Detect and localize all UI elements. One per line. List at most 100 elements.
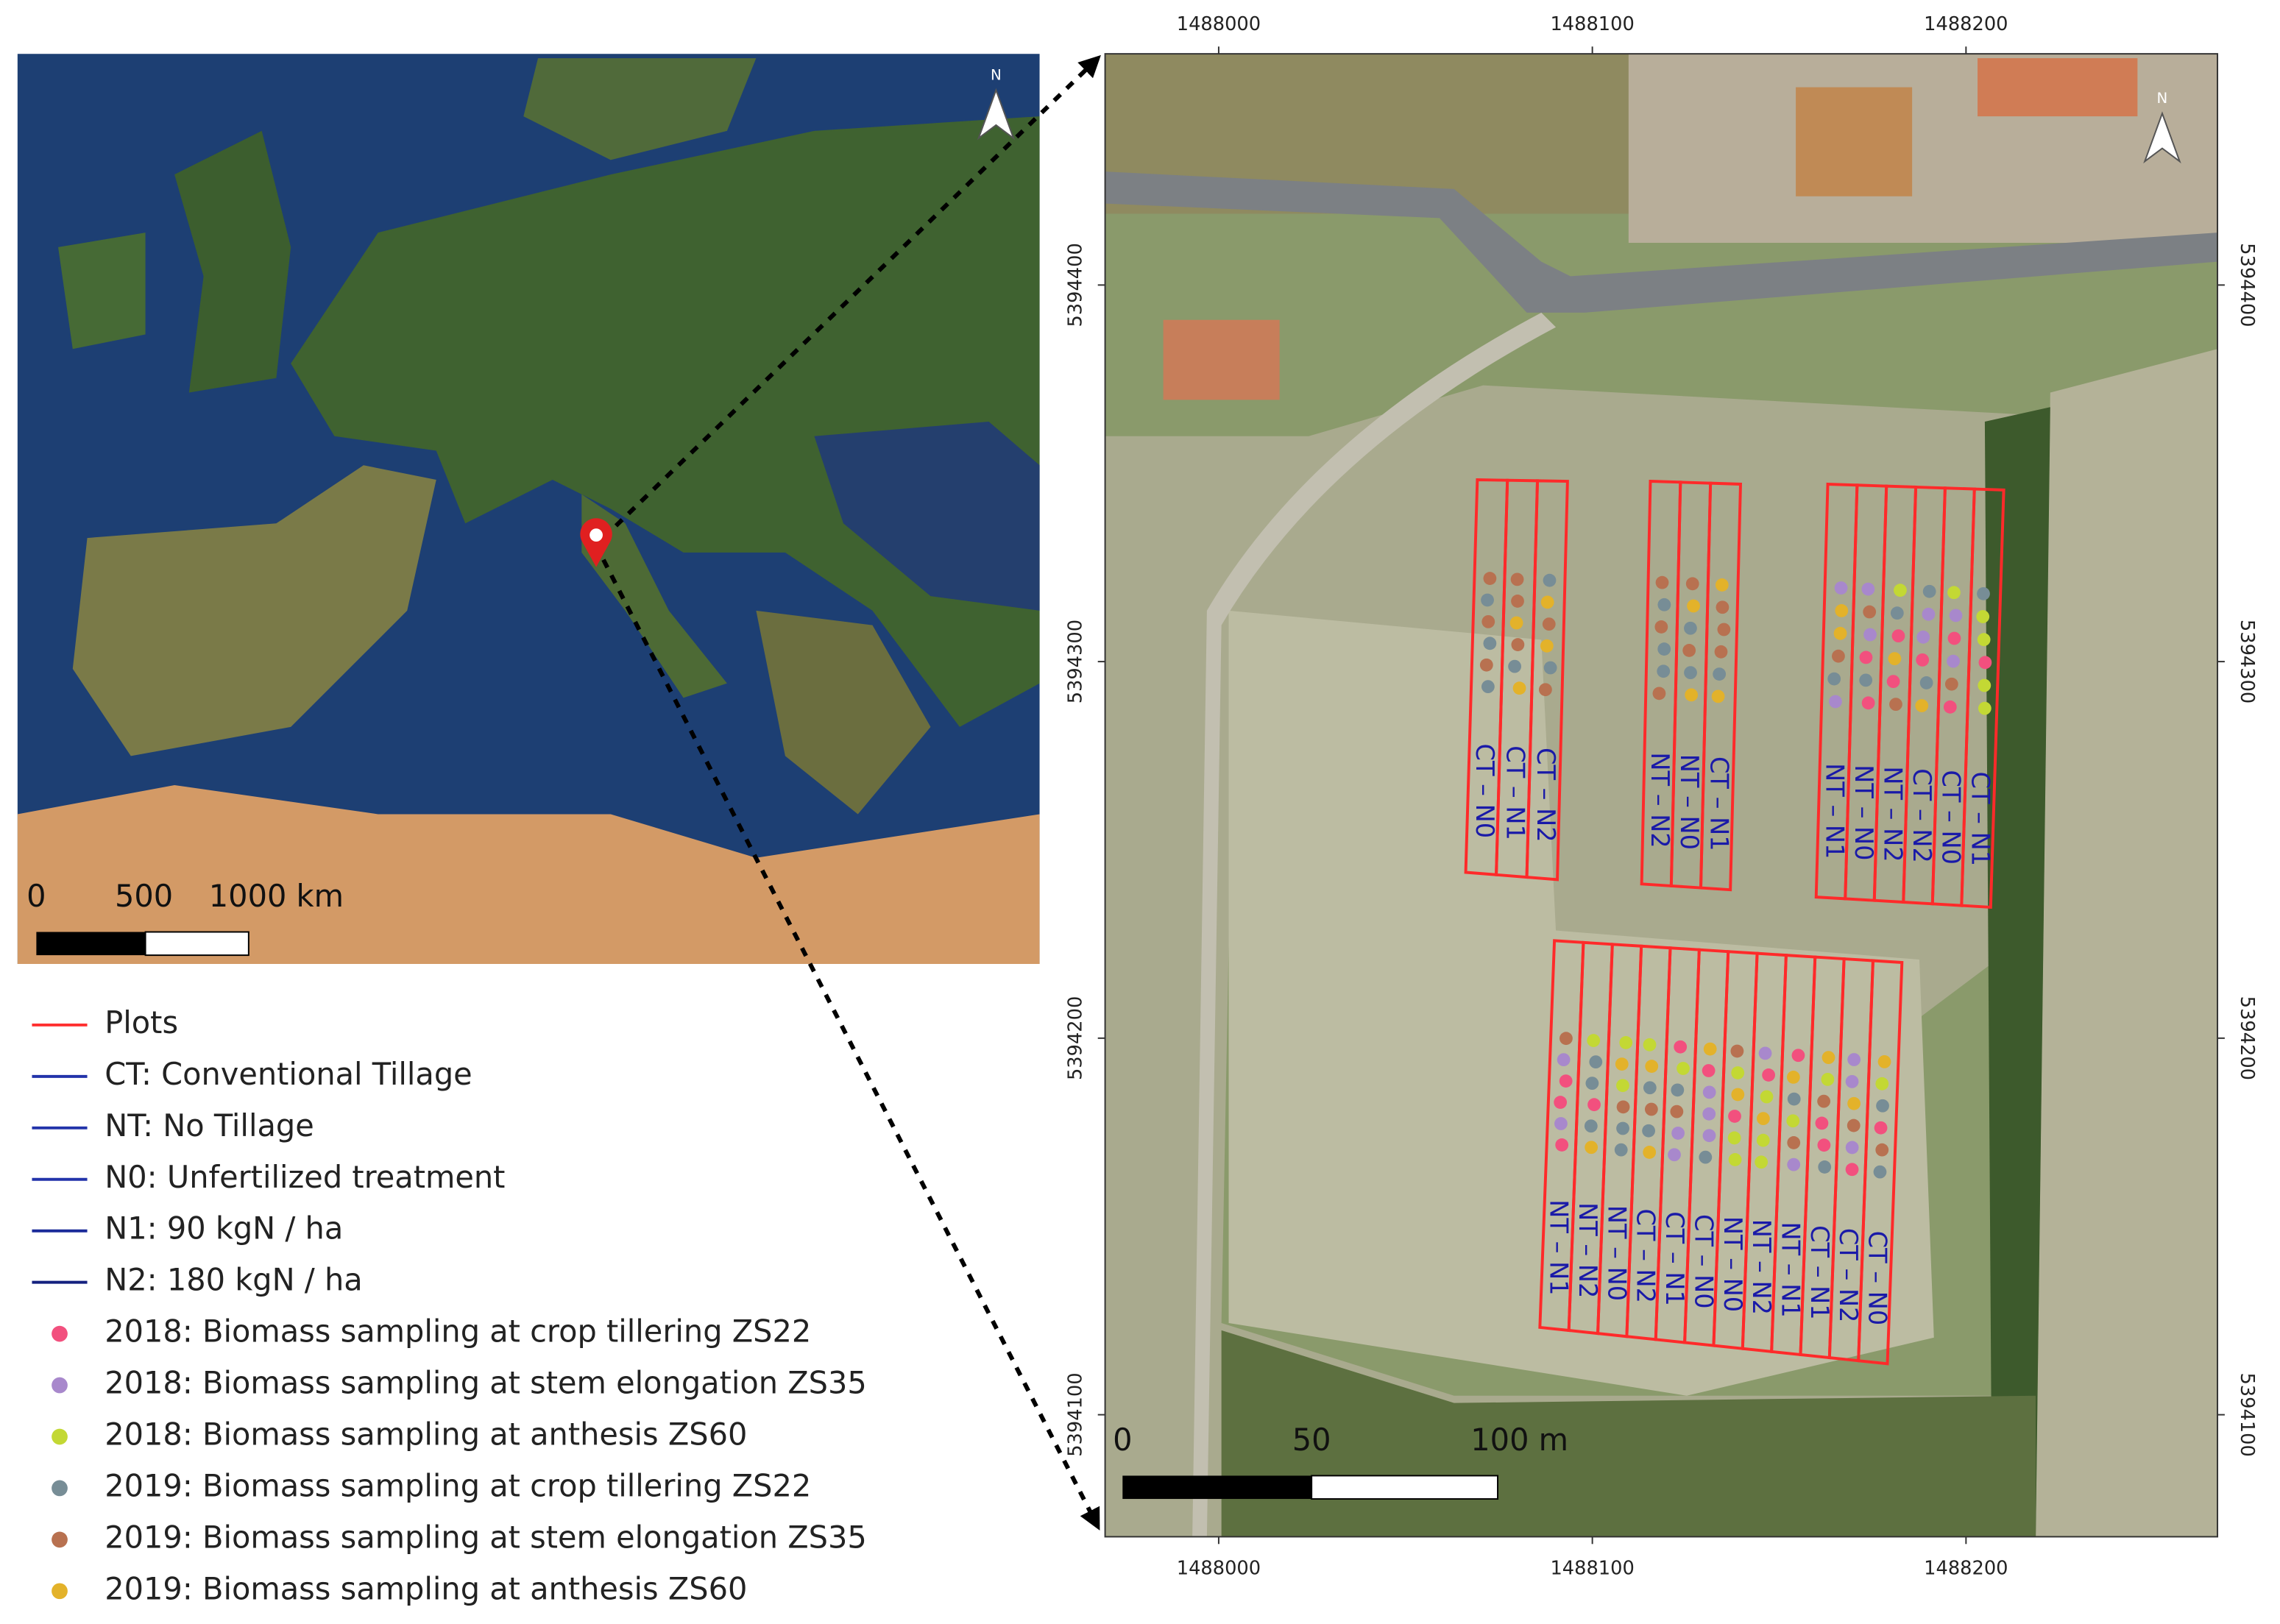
sampling-point [1643,1038,1657,1052]
sampling-point [1615,1057,1629,1071]
sampling-point [1508,659,1521,673]
sampling-point [1947,631,1961,645]
y-tick-label: 5394400 [1065,243,1087,327]
x-tick-label: 1488100 [1550,13,1634,35]
scale-label: 0 [26,878,46,914]
sampling-point [1977,633,1991,647]
sampling-point [1585,1077,1599,1091]
scale-label: 50 [1292,1422,1331,1458]
sampling-point [1827,672,1841,686]
plot-label: NT – N2 [1573,1202,1602,1298]
y-tick-label: 5394100 [1065,1372,1087,1456]
plot-label: NT – N0 [1718,1216,1747,1312]
sampling-point [1587,1034,1601,1047]
sampling-point [1554,1096,1568,1109]
sampling-point [1861,582,1875,596]
sampling-point [1511,638,1525,651]
sampling-point [1786,1114,1800,1128]
sampling-point [1717,623,1731,637]
europe-map [17,54,1040,964]
sampling-point [1947,654,1960,668]
sampling-point [1847,1053,1861,1066]
sampling-point [1845,1141,1859,1155]
sampling-point [1479,658,1493,672]
sampling-point [1874,1121,1888,1135]
sampling-point [1943,700,1957,714]
sampling-point [1481,593,1494,607]
sampling-point [1702,1064,1716,1077]
y-tick-label: 5394400 [2236,243,2258,327]
sampling-point [1977,586,1990,600]
sampling-point [1657,598,1671,611]
sampling-point [1616,1121,1629,1135]
sampling-point [1894,584,1907,598]
legend-point [52,1583,68,1600]
sampling-point [1815,1116,1829,1130]
plot-label: NT – N2 [1879,766,1908,862]
plot-label: NT – N0 [1849,765,1878,860]
sampling-point [1875,1143,1889,1157]
sampling-point [1643,1081,1657,1095]
sampling-point [1728,1110,1741,1123]
legend-label: N2: 180 kgN / ha [105,1262,362,1298]
sampling-point [1685,688,1699,702]
sampling-point [1845,1163,1859,1177]
sampling-point [1716,600,1730,614]
north-arrow: N [977,66,1016,141]
sampling-point [1758,1046,1772,1060]
sampling-point [1713,667,1727,681]
north-label: N [991,66,1002,83]
sampling-point [1916,630,1930,644]
scale-label: 500 [115,878,173,914]
plot-label: CT – N1 [1704,756,1733,851]
north-label: N [2157,90,2168,107]
sampling-point [1861,696,1875,710]
plot-group: CT – N0 CT – N1 CT – N2 [1464,478,1569,882]
legend-label: 2019: Biomass sampling at anthesis ZS60 [105,1570,747,1606]
scale-bar: 0 50 100 m [1113,1422,1568,1500]
sampling-point [1886,675,1900,689]
sampling-point [1657,664,1671,678]
sampling-point [1674,1040,1688,1054]
plot [1857,959,1904,1366]
sampling-point [1859,650,1873,664]
sampling-point [1944,677,1958,691]
plot-label: NT – N2 [1747,1219,1776,1315]
sampling-point [1833,626,1847,640]
legend-label: 2018: Biomass sampling at crop tillering… [105,1313,811,1350]
sampling-point [1557,1053,1571,1067]
scale-label: 100 m [1470,1422,1568,1458]
sampling-point [1787,1136,1801,1149]
legend-label: 2018: Biomass sampling at stem elongatio… [105,1365,867,1401]
sampling-point [1978,701,1992,715]
sampling-point [1559,1032,1573,1046]
plot-label: CT – N1 [1805,1225,1834,1320]
sampling-point [1791,1049,1805,1063]
sampling-point [1684,666,1697,680]
sampling-point [1682,644,1696,657]
y-tick-label: 5394200 [1065,996,1087,1080]
sampling-point [1711,689,1725,703]
sampling-point [1922,607,1936,621]
plot-label: CT – N1 [1966,771,1994,866]
y-tick-label: 5394100 [2236,1372,2258,1456]
sampling-point [1614,1143,1628,1157]
sampling-point [1616,1100,1630,1114]
plot-label: CT – N2 [1532,748,1560,843]
sampling-point [1511,595,1524,608]
sampling-point [1483,572,1497,585]
sampling-point [1509,616,1523,630]
scale-bar: 0 500 1000 km [26,878,344,957]
x-tick-label: 1488200 [1924,1557,2008,1579]
sampling-point [1554,1117,1568,1130]
sampling-point [1652,687,1666,701]
sampling-point [1731,1066,1745,1079]
plot [1960,487,2005,909]
sampling-point [1888,652,1902,666]
plot-label: CT – N0 [1937,770,1966,865]
sampling-point [1847,1118,1861,1132]
sampling-point [1787,1157,1801,1171]
legend-label: N0: Unfertilized treatment [105,1159,505,1195]
x-tick-label: 1488000 [1177,13,1261,35]
legend-label: 2019: Biomass sampling at stem elongatio… [105,1519,867,1555]
